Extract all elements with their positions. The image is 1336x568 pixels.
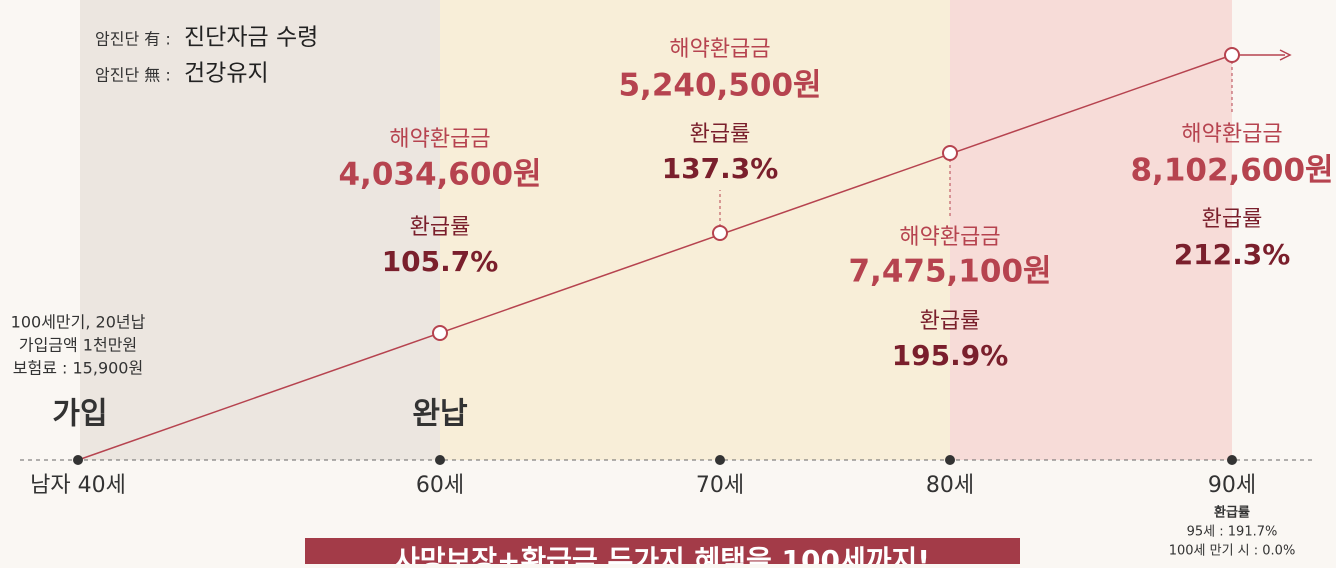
rate-value: 195.9% bbox=[892, 339, 1009, 372]
growth-line bbox=[77, 54, 1233, 461]
age-dots bbox=[73, 455, 1237, 465]
rate-label: 환급률 bbox=[410, 215, 471, 240]
extra-line: 100세 만기 시 : 0.0% bbox=[1169, 544, 1296, 559]
legend-2-key: 암진단 無 : bbox=[95, 66, 171, 85]
refund-label: 해약환급금 bbox=[389, 127, 490, 152]
rate-value: 105.7% bbox=[382, 245, 499, 278]
refund-label: 해약환급금 bbox=[1181, 122, 1282, 147]
rate-label: 환급률 bbox=[690, 122, 751, 147]
extra-line: 95세 : 191.7% bbox=[1187, 525, 1278, 540]
rate-label: 환급률 bbox=[1202, 207, 1263, 232]
refund-amount: 7,475,100원 bbox=[848, 254, 1051, 290]
age-label: 80세 bbox=[926, 473, 974, 498]
band-mid bbox=[440, 0, 950, 460]
age-label: 남자 40세 bbox=[30, 473, 126, 498]
refund-amount: 4,034,600원 bbox=[338, 157, 541, 193]
refund-amount: 8,102,600원 bbox=[1130, 153, 1333, 189]
rate-value: 212.3% bbox=[1174, 238, 1291, 271]
refund-amount: 5,240,500원 bbox=[618, 68, 821, 104]
extra-title: 환급률 bbox=[1214, 505, 1250, 521]
note-line: 100세만기, 20년납 bbox=[11, 313, 146, 332]
legend-1-key: 암진단 有 : bbox=[95, 30, 171, 49]
band-early bbox=[80, 0, 440, 460]
rate-label: 환급률 bbox=[920, 309, 981, 334]
note-line: 가입금액 1천만원 bbox=[19, 336, 137, 355]
legend-2-text: 건강유지 bbox=[184, 61, 269, 87]
legend-1-text: 진단자금 수령 bbox=[184, 25, 318, 51]
arrow-head bbox=[1279, 49, 1292, 61]
join-label: 가입 bbox=[52, 397, 107, 432]
band-late bbox=[950, 0, 1232, 460]
age-label: 70세 bbox=[696, 473, 744, 498]
refund-label: 해약환급금 bbox=[899, 225, 1000, 250]
age-label: 60세 bbox=[416, 473, 464, 498]
rate-value: 137.3% bbox=[662, 152, 779, 185]
banner-text: 사망보장+환급금 두가지 혜택을 100세까지! bbox=[394, 544, 930, 564]
banner bbox=[305, 538, 1020, 568]
paid-label: 완납 bbox=[412, 397, 468, 432]
milestones bbox=[432, 47, 1240, 341]
note-line: 보험료 : 15,900원 bbox=[13, 359, 143, 378]
refund-label: 해약환급금 bbox=[669, 37, 770, 62]
age-label: 90세 bbox=[1208, 473, 1256, 498]
